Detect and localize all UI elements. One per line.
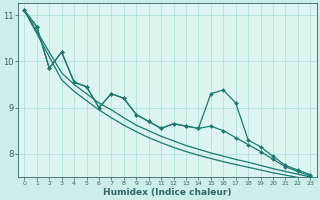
X-axis label: Humidex (Indice chaleur): Humidex (Indice chaleur) bbox=[103, 188, 232, 197]
